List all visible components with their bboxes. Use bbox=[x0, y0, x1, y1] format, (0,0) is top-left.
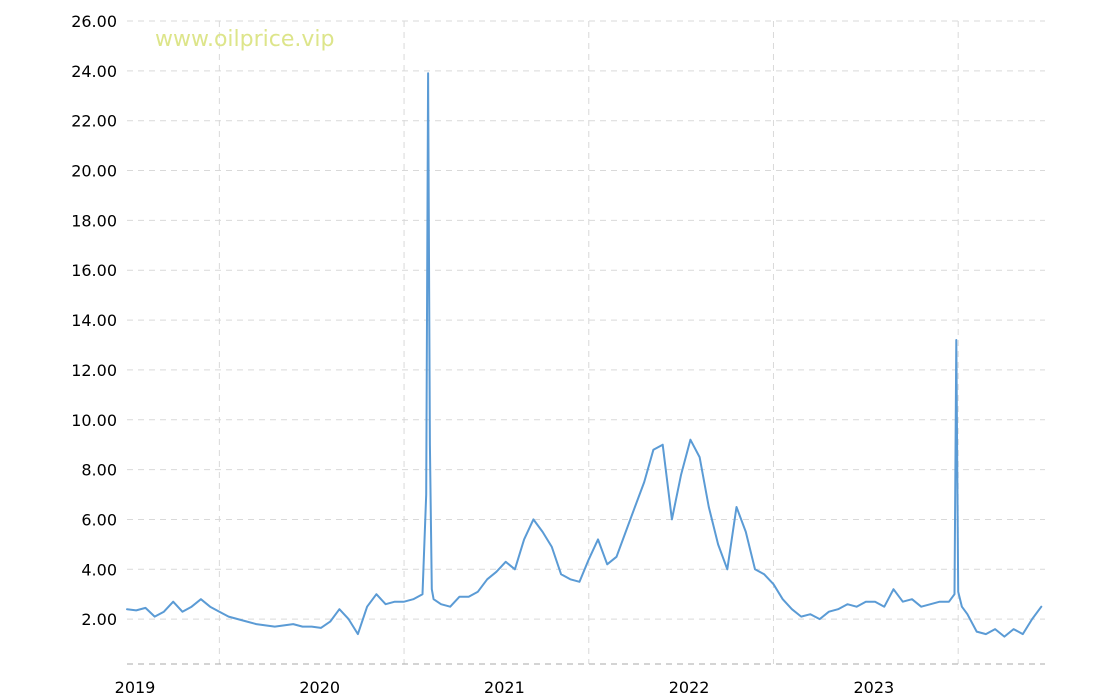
watermark-text: www.oilprice.vip bbox=[155, 27, 334, 52]
axis-layer: 26.00 24.00 22.00 20.00 18.00 16.00 14.00 12.00… bbox=[71, 12, 1045, 697]
x-tick-label: 2022 bbox=[669, 678, 710, 697]
y-tick-label: 26.00 bbox=[71, 12, 117, 31]
y-tick-label: 22.00 bbox=[71, 112, 117, 131]
y-tick-label: 8.00 bbox=[81, 461, 117, 480]
y-tick-label: 4.00 bbox=[81, 560, 117, 579]
x-tick-label: 2019 bbox=[115, 678, 156, 697]
y-tick-label: 10.00 bbox=[71, 411, 117, 430]
x-tick-label: 2021 bbox=[484, 678, 525, 697]
y-tick-label: 14.00 bbox=[71, 311, 117, 330]
grid-layer bbox=[127, 20, 1045, 664]
y-tick-label: 12.00 bbox=[71, 361, 117, 380]
x-tick-label: 2020 bbox=[299, 678, 340, 697]
y-tick-label: 16.00 bbox=[71, 261, 117, 280]
price-series-line bbox=[126, 72, 1043, 638]
x-tick-label: 2023 bbox=[853, 678, 894, 697]
series-layer bbox=[126, 72, 1043, 638]
y-tick-label: 6.00 bbox=[81, 510, 117, 529]
y-tick-label: 2.00 bbox=[81, 610, 117, 629]
y-tick-label: 18.00 bbox=[71, 211, 117, 230]
y-tick-label: 24.00 bbox=[71, 62, 117, 81]
y-tick-label: 20.00 bbox=[71, 162, 117, 181]
